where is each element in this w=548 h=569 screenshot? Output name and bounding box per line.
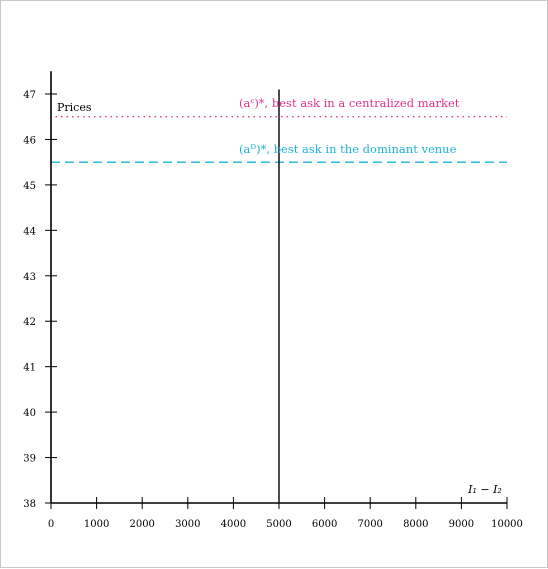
x-tick-label: 4000 [221,519,246,530]
x-tick-label: 2000 [129,519,154,530]
x-tick-label: 5000 [266,519,291,530]
y-tick-label: 38 [23,499,36,510]
y-tick-label: 40 [23,408,36,419]
y-tick-label: 44 [23,226,36,237]
chart-ticks: 0 1000 2000 3000 4000 5000 6000 7000 8000 9000 100… [23,90,523,530]
y-tick-label: 47 [23,90,36,101]
x-tick-label: 8000 [403,519,428,530]
x-tick-label: 0 [48,519,54,530]
x-axis-title: I₁ − I₂ [467,483,502,496]
y-tick-label: 45 [23,181,36,192]
x-tick-label: 10000 [491,519,523,530]
x-tick-label: 9000 [449,519,474,530]
chart-labels: Prices I₁ − I₂ (aᶜ)*, best ask in a centr… [57,96,502,496]
y-tick-label: 43 [23,272,36,283]
y-tick-label: 39 [23,454,36,465]
x-tick-label: 6000 [312,519,337,530]
dominant-venue-ask-label: (aᴰ)*, best ask in the dominant venue [239,142,457,156]
x-tick-label: 7000 [357,519,382,530]
y-tick-label: 41 [23,363,36,374]
y-tick-label: 46 [23,135,36,146]
centralized-ask-label: (aᶜ)*, best ask in a centralized market [239,96,460,110]
y-axis-title: Prices [57,101,92,114]
x-tick-label: 1000 [84,519,109,530]
y-tick-label: 42 [23,317,36,328]
chart-lines [51,89,507,503]
x-tick-label: 3000 [175,519,200,530]
